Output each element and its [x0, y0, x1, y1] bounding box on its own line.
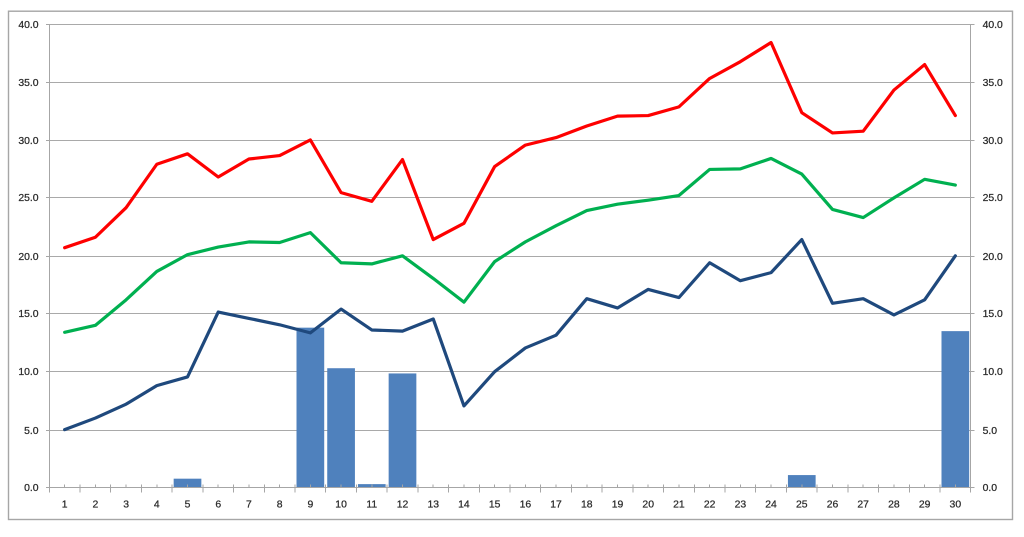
svg-text:9: 9 — [307, 500, 313, 511]
svg-text:17: 17 — [550, 500, 562, 511]
svg-text:5: 5 — [185, 500, 191, 511]
svg-text:35.0: 35.0 — [983, 78, 1003, 89]
svg-text:30: 30 — [950, 500, 962, 511]
svg-text:3: 3 — [123, 500, 129, 511]
svg-text:0.0: 0.0 — [983, 483, 998, 494]
svg-text:16: 16 — [520, 500, 532, 511]
svg-text:5.0: 5.0 — [24, 426, 39, 437]
svg-text:15: 15 — [489, 500, 501, 511]
svg-text:25.0: 25.0 — [983, 193, 1003, 204]
svg-text:40.0: 40.0 — [18, 20, 38, 31]
svg-text:10.0: 10.0 — [18, 367, 38, 378]
svg-text:20: 20 — [642, 500, 654, 511]
svg-text:25.0: 25.0 — [18, 193, 38, 204]
svg-text:13: 13 — [427, 500, 439, 511]
svg-text:15.0: 15.0 — [18, 309, 38, 320]
svg-text:18: 18 — [581, 500, 593, 511]
svg-text:0.0: 0.0 — [24, 483, 39, 494]
svg-text:30.0: 30.0 — [983, 136, 1003, 147]
svg-text:8: 8 — [277, 500, 283, 511]
svg-text:20.0: 20.0 — [983, 252, 1003, 263]
svg-text:1: 1 — [62, 500, 68, 511]
svg-text:30.0: 30.0 — [18, 136, 38, 147]
svg-text:10: 10 — [335, 500, 347, 511]
svg-text:10.0: 10.0 — [983, 367, 1003, 378]
svg-text:20.0: 20.0 — [18, 252, 38, 263]
svg-text:7: 7 — [246, 500, 252, 511]
svg-text:21: 21 — [673, 500, 685, 511]
svg-text:35.0: 35.0 — [18, 78, 38, 89]
svg-text:28: 28 — [888, 500, 900, 511]
svg-text:29: 29 — [919, 500, 931, 511]
svg-text:23: 23 — [735, 500, 747, 511]
svg-text:5.0: 5.0 — [983, 426, 998, 437]
svg-text:25: 25 — [796, 500, 808, 511]
svg-text:24: 24 — [765, 500, 777, 511]
svg-text:40.0: 40.0 — [983, 20, 1003, 31]
svg-text:19: 19 — [612, 500, 624, 511]
svg-text:4: 4 — [154, 500, 160, 511]
svg-text:22: 22 — [704, 500, 716, 511]
svg-text:26: 26 — [827, 500, 839, 511]
svg-text:2: 2 — [92, 500, 98, 511]
svg-text:6: 6 — [215, 500, 221, 511]
svg-text:27: 27 — [857, 500, 869, 511]
svg-text:14: 14 — [458, 500, 470, 511]
svg-text:12: 12 — [397, 500, 409, 511]
svg-text:15.0: 15.0 — [983, 309, 1003, 320]
svg-text:11: 11 — [366, 500, 377, 511]
